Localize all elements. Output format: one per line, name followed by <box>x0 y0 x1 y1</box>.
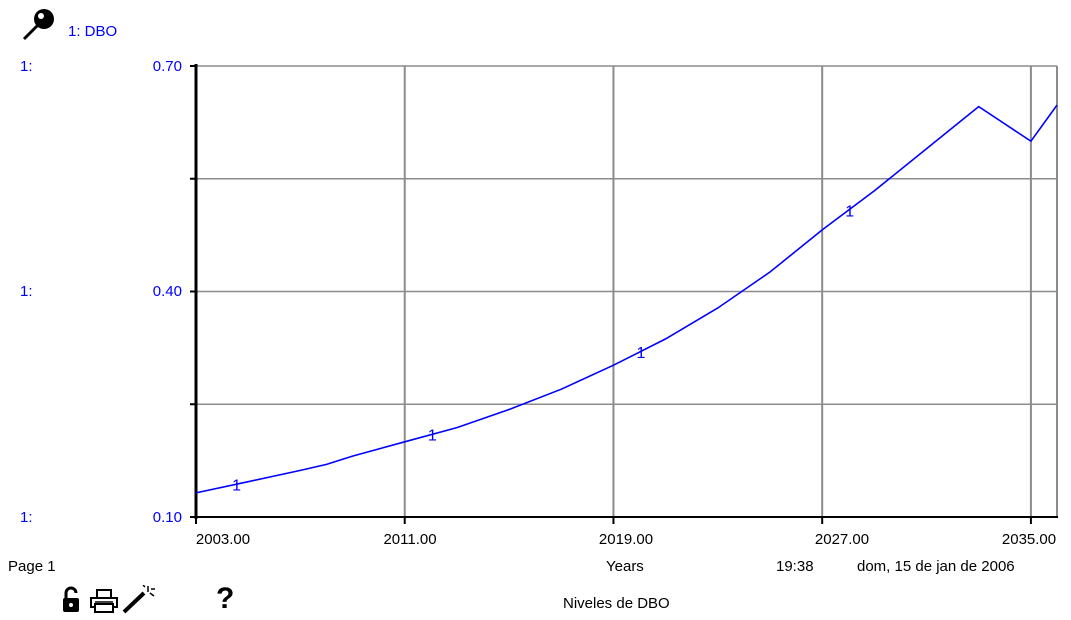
x-tick-label: 2011.00 <box>383 531 437 548</box>
pin-icon[interactable] <box>20 6 58 42</box>
lock-keyhole <box>69 603 73 607</box>
print-icon[interactable] <box>90 589 118 618</box>
x-tick-label: 2003.00 <box>195 531 251 548</box>
help-icon[interactable]: ? <box>216 582 235 615</box>
pin-highlight <box>38 13 44 19</box>
lock-icon[interactable] <box>62 586 80 619</box>
timestamp-date: dom, 15 de jan de 2006 <box>857 558 1015 575</box>
lock-icon-svg <box>63 586 79 612</box>
printer-tray <box>94 603 114 613</box>
page-label: Page 1 <box>8 558 56 575</box>
print-icon-svg <box>90 589 118 613</box>
y-tick-label-mid: 0.40 <box>152 283 182 300</box>
timestamp-time: 19:38 <box>776 558 814 575</box>
axes <box>190 64 1058 524</box>
lock-shackle <box>64 586 78 598</box>
x-axis-label: Years <box>606 558 644 575</box>
magic-wand-icon[interactable] <box>120 584 156 620</box>
series-marker-label: 1 <box>428 428 437 445</box>
y-axis-prefix-bottom: 1: <box>20 509 33 526</box>
y-axis-prefix-top: 1: <box>20 58 33 75</box>
wand-spark <box>149 592 155 597</box>
series-marker-label: 1 <box>232 477 241 494</box>
series-marker-label: 1 <box>637 345 646 362</box>
magic-wand-icon-svg <box>122 584 155 614</box>
series-group: 1 1 1 1 <box>195 104 1058 494</box>
x-tick-label: 2019.00 <box>598 531 654 548</box>
x-tick-label: 2027.00 <box>814 531 870 548</box>
y-axis-prefix-mid: 1: <box>20 283 33 300</box>
legend-series-label: 1: DBO <box>68 23 118 40</box>
grid <box>196 65 1058 517</box>
line-chart: 1 1 1 1 <box>190 64 1058 524</box>
wand-stick <box>122 591 146 614</box>
wand-spark <box>142 584 146 588</box>
x-tick-label: 2035.00 <box>1001 531 1057 548</box>
printer-paper <box>96 589 112 599</box>
y-tick-label-top: 0.70 <box>152 58 182 75</box>
series-line <box>195 104 1058 494</box>
series-marker-label: 1 <box>845 203 854 220</box>
y-tick-label-bottom: 0.10 <box>152 509 182 526</box>
pin-icon-svg <box>22 9 54 41</box>
chart-title: Niveles de DBO <box>563 595 670 612</box>
pin-needle <box>22 23 40 41</box>
